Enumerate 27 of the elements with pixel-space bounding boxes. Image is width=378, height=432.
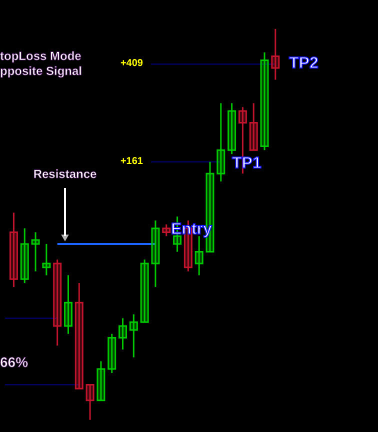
candlestick [216,102,226,182]
annotation: topLoss Mode [0,49,82,63]
candlestick [53,258,62,346]
candlestick [42,243,51,276]
candlestick [86,384,94,421]
candlestick [140,258,149,323]
candlestick [64,274,72,335]
annotation: +409 [120,58,144,69]
candlestick [9,212,18,288]
annotation: +161 [120,156,144,167]
candlestick [271,28,280,81]
ref-line-label: Resistance [33,167,98,181]
candlestick [129,314,138,358]
candlestick [260,52,269,151]
candlestick [162,224,171,237]
candlestick [108,333,116,374]
candlestick [31,231,40,272]
candlestick [74,282,84,390]
candlestick [249,102,258,151]
candlestick [151,220,160,288]
text: TP2 [289,55,318,72]
candlestick [118,317,128,350]
annotation: 66% [0,354,29,370]
candlestick [96,360,106,402]
candlestick [20,228,29,284]
annotation: pposite Signal [0,64,82,78]
candlestick [228,102,236,155]
